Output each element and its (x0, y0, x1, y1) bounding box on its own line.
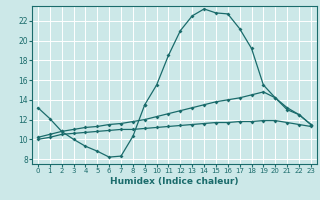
X-axis label: Humidex (Indice chaleur): Humidex (Indice chaleur) (110, 177, 239, 186)
